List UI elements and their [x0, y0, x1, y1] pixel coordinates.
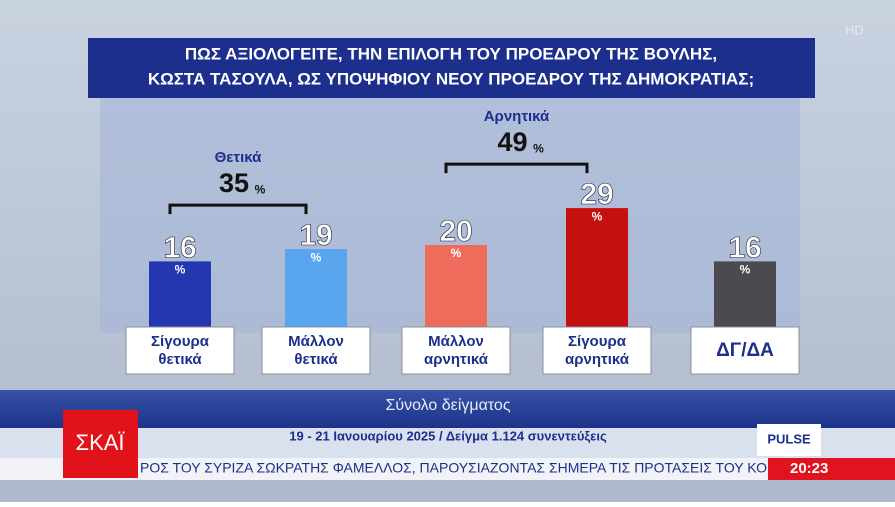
- bar: [714, 261, 776, 327]
- source-band: [0, 428, 895, 458]
- value-label: 19: [299, 219, 332, 252]
- value-label: 20: [439, 215, 472, 248]
- category-box: [125, 326, 235, 375]
- group-value: 49: [497, 127, 527, 157]
- category-label: Σίγουρα: [151, 333, 210, 350]
- bar: [425, 245, 487, 327]
- clock-box: [768, 458, 895, 480]
- group-unit: %: [533, 141, 544, 155]
- category-label: Σίγουρα: [568, 333, 627, 350]
- hd-badge: HD: [845, 22, 864, 37]
- ticker: ΡΟΣ ΤΟΥ ΣΥΡΙΖΑ ΣΩΚΡΑΤΗΣ ΦΑΜΕΛΛΟΣ, ΠΑΡΟΥΣ…: [140, 460, 779, 476]
- ticker-bar: [0, 458, 895, 480]
- bar: [566, 208, 628, 327]
- channel: ΣΚΑΪ: [75, 430, 125, 455]
- category-box: [542, 326, 652, 375]
- source: 19 - 21 Ιανουαρίου 2025 / Δείγμα 1.124 σ…: [289, 428, 607, 443]
- title-box: [88, 38, 815, 98]
- category-box: [261, 326, 371, 375]
- value-label: 16: [728, 231, 761, 264]
- category-label: ΔΓ/ΔΑ: [716, 340, 774, 361]
- category-box: [690, 326, 800, 375]
- category-label: αρνητικά: [565, 351, 630, 368]
- group-bracket: [168, 203, 308, 215]
- bar: [285, 249, 347, 327]
- group-unit: %: [255, 182, 266, 196]
- group-value: 35: [219, 168, 249, 198]
- category-label: Μάλλον: [428, 333, 484, 350]
- bar: [149, 261, 211, 327]
- value-unit: %: [311, 250, 322, 264]
- category-box: [401, 326, 511, 375]
- clock: 20:23: [790, 460, 828, 477]
- chart-title: ΚΩΣΤΑ ΤΑΣΟΥΛΑ, ΩΣ ΥΠΟΨΗΦΙΟΥ ΝΕΟΥ ΠΡΟΕΔΡΟ…: [148, 69, 754, 88]
- category-label: Μάλλον: [288, 333, 344, 350]
- footer-band: [0, 390, 895, 428]
- footer: Σύνολο δείγματος: [385, 397, 510, 414]
- value-unit: %: [175, 263, 186, 277]
- value-label: 29: [580, 178, 613, 211]
- chart-title: ΠΩΣ ΑΞΙΟΛΟΓΕΙΤΕ, ΤΗΝ ΕΠΙΛΟΓΗ ΤΟΥ ΠΡΟΕΔΡΟ…: [185, 44, 717, 63]
- value-unit: %: [592, 209, 603, 223]
- category-label: αρνητικά: [424, 351, 489, 368]
- group-bracket: [444, 162, 589, 174]
- pollster: PULSE: [767, 431, 811, 446]
- category-label: θετικά: [294, 351, 338, 368]
- group-name: Αρνητικά: [484, 108, 550, 125]
- channel-logo: [63, 410, 138, 478]
- value-unit: %: [740, 263, 751, 277]
- group-name: Θετικά: [215, 149, 263, 166]
- value-unit: %: [451, 246, 462, 260]
- category-label: θετικά: [158, 351, 202, 368]
- value-label: 16: [163, 231, 196, 264]
- pollster-logo: [757, 424, 821, 456]
